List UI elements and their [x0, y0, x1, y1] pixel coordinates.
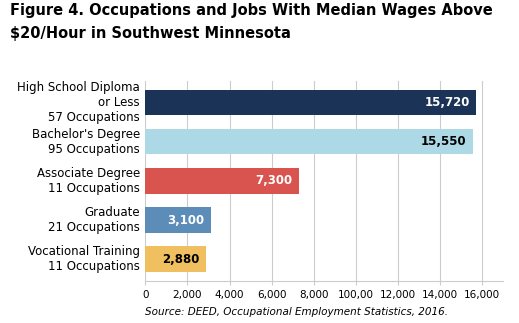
- Text: 2,880: 2,880: [162, 253, 200, 266]
- Bar: [145, 168, 299, 193]
- Bar: [145, 246, 206, 272]
- Bar: [145, 90, 476, 115]
- Text: Figure 4. Occupations and Jobs With Median Wages Above: Figure 4. Occupations and Jobs With Medi…: [10, 3, 493, 18]
- Text: $20/Hour in Southwest Minnesota: $20/Hour in Southwest Minnesota: [10, 26, 291, 41]
- Text: 15,720: 15,720: [425, 96, 470, 109]
- Bar: [145, 129, 473, 154]
- Text: 3,100: 3,100: [167, 214, 204, 226]
- Text: Source: DEED, Occupational Employment Statistics, 2016.: Source: DEED, Occupational Employment St…: [145, 307, 448, 317]
- Text: 15,550: 15,550: [421, 135, 467, 148]
- Text: 7,300: 7,300: [256, 174, 293, 187]
- Bar: [145, 207, 211, 233]
